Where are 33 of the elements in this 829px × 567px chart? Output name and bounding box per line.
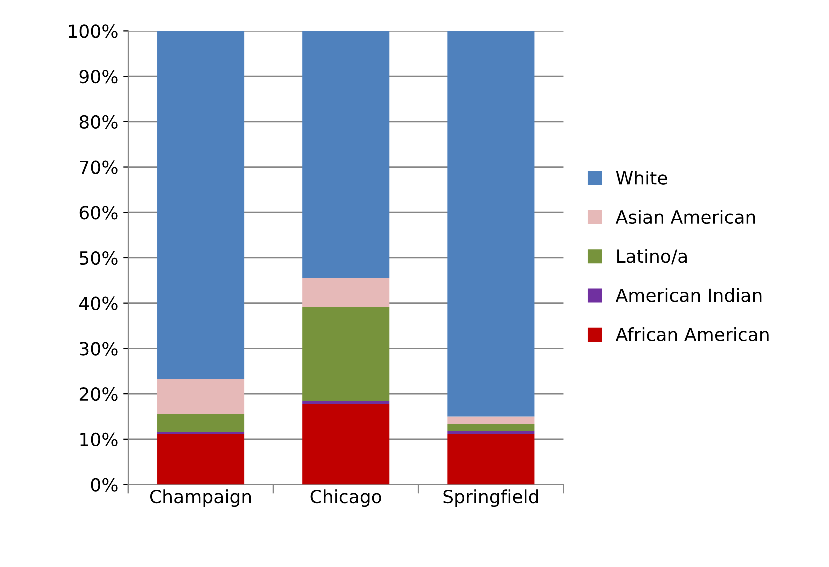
- y-tick-label: 20%: [80, 388, 118, 402]
- legend-label: African American: [616, 328, 769, 342]
- bar: [158, 31, 245, 380]
- x-tick-label: Springfield: [444, 490, 538, 508]
- bar: [158, 434, 245, 485]
- y-tick-label: 60%: [80, 206, 118, 220]
- bar: [302, 31, 390, 278]
- y-tick-label: 40%: [80, 296, 118, 310]
- y-tick-label: 80%: [80, 115, 118, 130]
- legend-label: Latino/a: [618, 249, 687, 265]
- y-tick-label: 30%: [80, 342, 118, 356]
- y-tick-label: 70%: [80, 160, 118, 174]
- bar: [302, 307, 390, 402]
- bar: [302, 401, 390, 404]
- y-tick-label: 90%: [80, 70, 118, 84]
- bar: [448, 31, 535, 417]
- y-tick-label: 0%: [91, 478, 118, 492]
- legend-label: Asian American: [616, 210, 756, 224]
- legend-label: White: [616, 170, 668, 185]
- legend-label: American Indian: [616, 288, 762, 302]
- y-tick-label: 50%: [80, 251, 118, 266]
- x-tick-label: Chicago: [310, 490, 382, 508]
- y-tick-label: 10%: [80, 432, 118, 447]
- y-tick-label: 100%: [69, 24, 118, 38]
- bar: [448, 416, 535, 424]
- x-tick-label: Champaign: [150, 490, 252, 508]
- bar: [158, 380, 245, 414]
- bar: [302, 404, 390, 485]
- bar: [302, 278, 390, 308]
- bar: [158, 414, 245, 432]
- bar: [448, 434, 535, 485]
- bar: [448, 424, 535, 432]
- bar: [448, 431, 535, 434]
